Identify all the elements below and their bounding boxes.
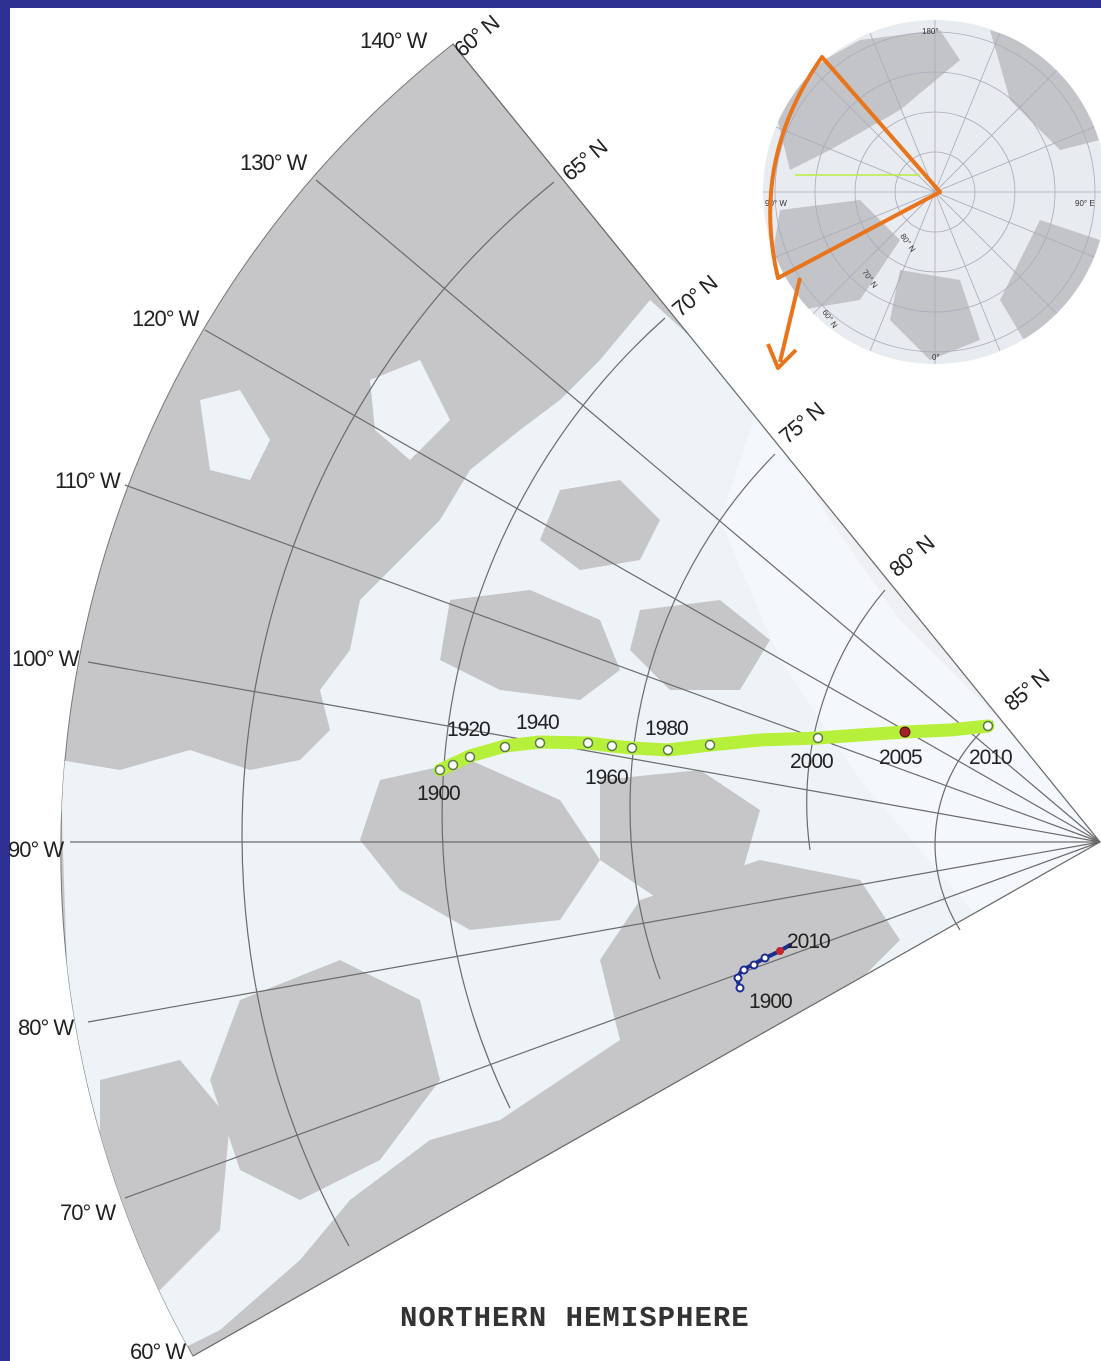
land-archipelago-1: [540, 480, 660, 570]
map-caption: NORTHERN HEMISPHERE: [400, 1302, 750, 1335]
longitude-labels: 140° W 130° W 120° W 110° W 100° W 90° W…: [8, 28, 429, 1361]
inset-label-180: 180°: [922, 27, 939, 36]
lon-label-70w: 70° W: [60, 1200, 116, 1225]
lat-label-85n: 85° N: [999, 664, 1054, 716]
dip-pole-year-labels: 1900 2010: [749, 930, 831, 1013]
track-point: [499, 741, 511, 753]
track-point: [534, 737, 546, 749]
north-pole-track: [433, 719, 995, 777]
lon-label-140w: 140° W: [360, 28, 428, 53]
dip-pole-track: [733, 943, 792, 993]
lon-label-60w: 60° W: [130, 1339, 186, 1361]
dip-point: [735, 983, 745, 993]
dip-point: [739, 965, 749, 975]
inset-sector-outline: [768, 55, 942, 280]
lat-label-75n: 75° N: [774, 397, 829, 449]
year-label-2000: 2000: [790, 750, 833, 773]
lon-label-110w: 110° W: [55, 468, 121, 493]
inset-label-0: 0°: [932, 353, 940, 362]
track-point-2005: [899, 726, 911, 738]
inset-label-90w: 90° W: [765, 199, 787, 208]
land-archipelago-2: [440, 590, 620, 700]
inset-pointer-arrow: [778, 277, 802, 363]
ocean-polar: [720, 400, 1100, 920]
dip-point: [733, 973, 743, 983]
year-label-1900: 1900: [417, 782, 460, 805]
track-point: [447, 759, 459, 771]
north-pole-year-labels: 1900 1920 1940 1960 1980 2000 2005 2010: [417, 711, 1013, 805]
lon-label-130w: 130° W: [240, 150, 308, 175]
inset-polar-map: 180° 90° W 90° E 0° 80° N 70° N 60° N: [763, 20, 1101, 370]
lon-label-120w: 120° W: [132, 306, 200, 331]
year-label-2010: 2010: [969, 746, 1012, 769]
track-point: [626, 742, 638, 754]
track-point: [464, 751, 476, 763]
lat-label-65n: 65° N: [557, 134, 612, 186]
track-point: [812, 732, 824, 744]
lon-label-80w: 80° W: [18, 1015, 74, 1040]
dip-point: [760, 953, 770, 963]
track-point: [704, 739, 716, 751]
lat-label-70n: 70° N: [667, 270, 722, 322]
land-archipelago-5: [600, 770, 760, 900]
dip-point: [749, 960, 759, 970]
lon-label-90w: 90° W: [8, 837, 64, 862]
lat-label-80n: 80° N: [884, 530, 939, 582]
track-point: [662, 744, 674, 756]
land-lake: [370, 360, 450, 460]
inset-label-90e: 90° E: [1075, 199, 1095, 208]
track-point: [982, 720, 994, 732]
year-label-1980: 1980: [645, 717, 688, 740]
year-label-1960: 1960: [585, 766, 628, 789]
lon-label-100w: 100° W: [12, 646, 80, 671]
track-point: [582, 737, 594, 749]
year-label-2005: 2005: [879, 746, 922, 769]
land-archipelago-4: [360, 760, 600, 930]
track-point: [606, 740, 618, 752]
year-label-1920: 1920: [447, 718, 490, 741]
land-mainland-east: [210, 960, 440, 1200]
dip-year-label-1900: 1900: [749, 990, 792, 1013]
track-point: [434, 764, 446, 776]
year-label-1940: 1940: [516, 711, 559, 734]
dip-point-2010: [776, 947, 784, 955]
dip-year-label-2010: 2010: [787, 930, 830, 953]
land-ice-cap: [200, 390, 270, 480]
